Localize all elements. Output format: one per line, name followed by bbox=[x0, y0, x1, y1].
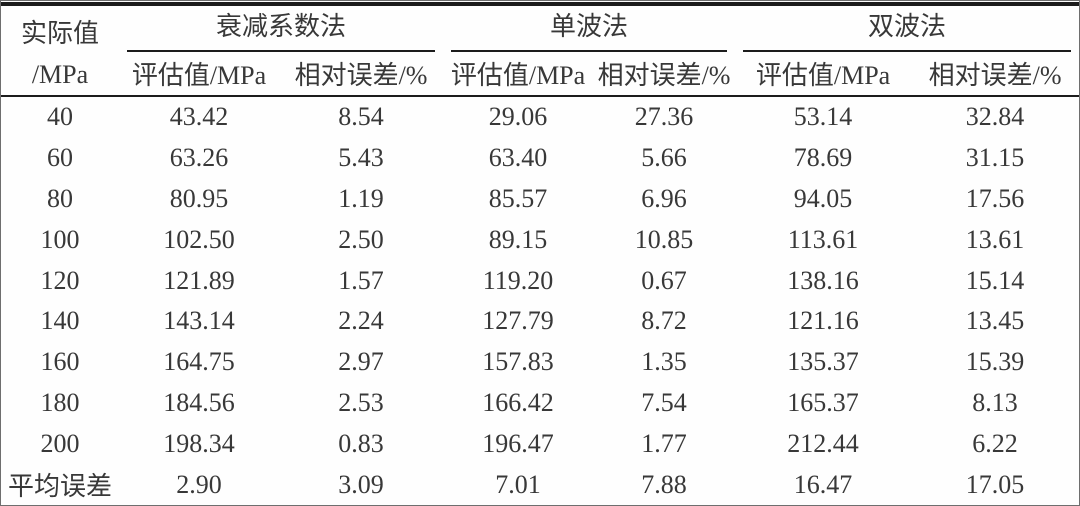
table-cell: 165.37 bbox=[787, 387, 859, 417]
table-cell: 13.61 bbox=[965, 224, 1025, 254]
table-row: 180 184.56 2.53 166.42 7.54 165.37 8.13 bbox=[1, 383, 1079, 424]
row-header-actual: 60 bbox=[47, 143, 73, 173]
sub-header-double-error: 相对误差/% bbox=[911, 52, 1079, 97]
table-cell: 143.14 bbox=[163, 306, 235, 336]
table-cell: 2.50 bbox=[338, 224, 384, 254]
table-cell: 5.66 bbox=[641, 143, 687, 173]
table-row: 160 164.75 2.97 157.83 1.35 135.37 15.39 bbox=[1, 342, 1079, 383]
actual-value-label: 实际值 bbox=[20, 19, 99, 48]
table-cell: 32.84 bbox=[965, 102, 1025, 132]
group-header-double-wave-method: 双波法 bbox=[735, 4, 1079, 52]
table-row: 140 143.14 2.24 127.79 8.72 121.16 13.45 bbox=[1, 301, 1079, 342]
table-cell: 157.83 bbox=[482, 347, 554, 377]
table-cell: 17.56 bbox=[965, 183, 1025, 213]
group-label-attenuation: 衰减系数法 bbox=[127, 6, 436, 52]
row-header-actual: 80 bbox=[47, 183, 73, 213]
table-cell: 85.57 bbox=[488, 183, 548, 213]
table-cell: 1.19 bbox=[338, 183, 384, 213]
table-cell: 6.96 bbox=[641, 183, 687, 213]
table-cell: 29.06 bbox=[488, 102, 548, 132]
table-cell: 2.90 bbox=[176, 469, 222, 499]
table-cell: 80.95 bbox=[169, 183, 229, 213]
table-cell: 63.40 bbox=[488, 143, 548, 173]
table-cell: 10.85 bbox=[634, 224, 694, 254]
sub-header-row: 评估值/MPa 相对误差/% 评估值/MPa 相对误差/% 评估值/MPa 相对… bbox=[1, 52, 1079, 97]
table-cell: 15.14 bbox=[965, 265, 1025, 295]
actual-value-unit: /MPa bbox=[31, 60, 89, 89]
table-cell: 1.57 bbox=[338, 265, 384, 295]
row-header-actual: 100 bbox=[40, 224, 80, 254]
row-header-actual: 40 bbox=[47, 102, 73, 132]
sub-header-attenuation-error: 相对误差/% bbox=[279, 52, 444, 97]
table-cell: 6.22 bbox=[972, 428, 1018, 458]
table-cell: 3.09 bbox=[338, 469, 384, 499]
table-cell: 127.79 bbox=[482, 306, 554, 336]
table-cell: 135.37 bbox=[787, 347, 859, 377]
table-cell: 198.34 bbox=[163, 428, 235, 458]
row-header-actual: 160 bbox=[40, 347, 80, 377]
table-cell: 119.20 bbox=[482, 265, 554, 295]
table-cell: 15.39 bbox=[965, 347, 1025, 377]
table-row: 80 80.95 1.19 85.57 6.96 94.05 17.56 bbox=[1, 179, 1079, 220]
table-cell: 94.05 bbox=[793, 183, 853, 213]
table-cell: 0.67 bbox=[641, 265, 687, 295]
table-cell: 53.14 bbox=[793, 102, 853, 132]
table-cell: 17.05 bbox=[965, 469, 1025, 499]
table-cell: 121.16 bbox=[787, 306, 859, 336]
row-header-average-error: 平均误差 bbox=[7, 472, 112, 502]
row-header-actual: 140 bbox=[40, 306, 80, 336]
group-header-attenuation-coefficient-method: 衰减系数法 bbox=[119, 4, 443, 52]
table-cell: 16.47 bbox=[793, 469, 853, 499]
table-row: 120 121.89 1.57 119.20 0.67 138.16 15.14 bbox=[1, 260, 1079, 301]
table-cell: 0.83 bbox=[338, 428, 384, 458]
table-row-average-error: 平均误差 2.90 3.09 7.01 7.88 16.47 17.05 bbox=[1, 464, 1079, 505]
table-cell: 166.42 bbox=[482, 387, 554, 417]
group-header-row: 实际值 /MPa 衰减系数法 单波法 双波法 bbox=[1, 4, 1079, 97]
table-row: 60 63.26 5.43 63.40 5.66 78.69 31.15 bbox=[1, 138, 1079, 179]
column-header-actual-value: 实际值 /MPa bbox=[1, 4, 119, 97]
table-cell: 138.16 bbox=[787, 265, 859, 295]
table-cell: 31.15 bbox=[965, 143, 1025, 173]
table-cell: 8.72 bbox=[641, 306, 687, 336]
sub-header-single-estimate: 评估值/MPa bbox=[443, 52, 594, 97]
table-cell: 184.56 bbox=[163, 387, 235, 417]
table-cell: 7.54 bbox=[641, 387, 687, 417]
table-cell: 212.44 bbox=[787, 428, 859, 458]
table-cell: 27.36 bbox=[634, 102, 694, 132]
row-header-actual: 120 bbox=[40, 265, 80, 295]
table-cell: 196.47 bbox=[482, 428, 554, 458]
table-row: 100 102.50 2.50 89.15 10.85 113.61 13.61 bbox=[1, 219, 1079, 260]
table-cell: 8.13 bbox=[972, 387, 1018, 417]
table-cell: 1.35 bbox=[641, 347, 687, 377]
group-label-double-wave: 双波法 bbox=[743, 6, 1072, 52]
row-header-actual: 180 bbox=[40, 387, 80, 417]
table-cell: 2.24 bbox=[338, 306, 384, 336]
table-cell: 113.61 bbox=[787, 224, 859, 254]
table-cell: 63.26 bbox=[169, 143, 229, 173]
table-cell: 7.88 bbox=[641, 469, 687, 499]
table-cell: 7.01 bbox=[495, 469, 541, 499]
table-cell: 13.45 bbox=[965, 306, 1025, 336]
table-cell: 8.54 bbox=[338, 102, 384, 132]
row-header-actual: 200 bbox=[40, 428, 80, 458]
group-header-single-wave-method: 单波法 bbox=[443, 4, 735, 52]
table-cell: 89.15 bbox=[488, 224, 548, 254]
table-row: 40 43.42 8.54 29.06 27.36 53.14 32.84 bbox=[1, 96, 1079, 138]
sub-header-attenuation-estimate: 评估值/MPa bbox=[119, 52, 279, 97]
table-cell: 121.89 bbox=[163, 265, 235, 295]
table-cell: 102.50 bbox=[163, 224, 235, 254]
table-cell: 164.75 bbox=[163, 347, 235, 377]
sub-header-single-error: 相对误差/% bbox=[593, 52, 736, 97]
group-label-single-wave: 单波法 bbox=[451, 6, 728, 52]
table-cell: 5.43 bbox=[338, 143, 384, 173]
table-cell: 78.69 bbox=[793, 143, 853, 173]
table-cell: 43.42 bbox=[169, 102, 229, 132]
table-cell: 2.53 bbox=[338, 387, 384, 417]
table-cell: 1.77 bbox=[641, 428, 687, 458]
table-row: 200 198.34 0.83 196.47 1.77 212.44 6.22 bbox=[1, 423, 1079, 464]
sub-header-double-estimate: 评估值/MPa bbox=[735, 52, 912, 97]
table-cell: 2.97 bbox=[338, 347, 384, 377]
